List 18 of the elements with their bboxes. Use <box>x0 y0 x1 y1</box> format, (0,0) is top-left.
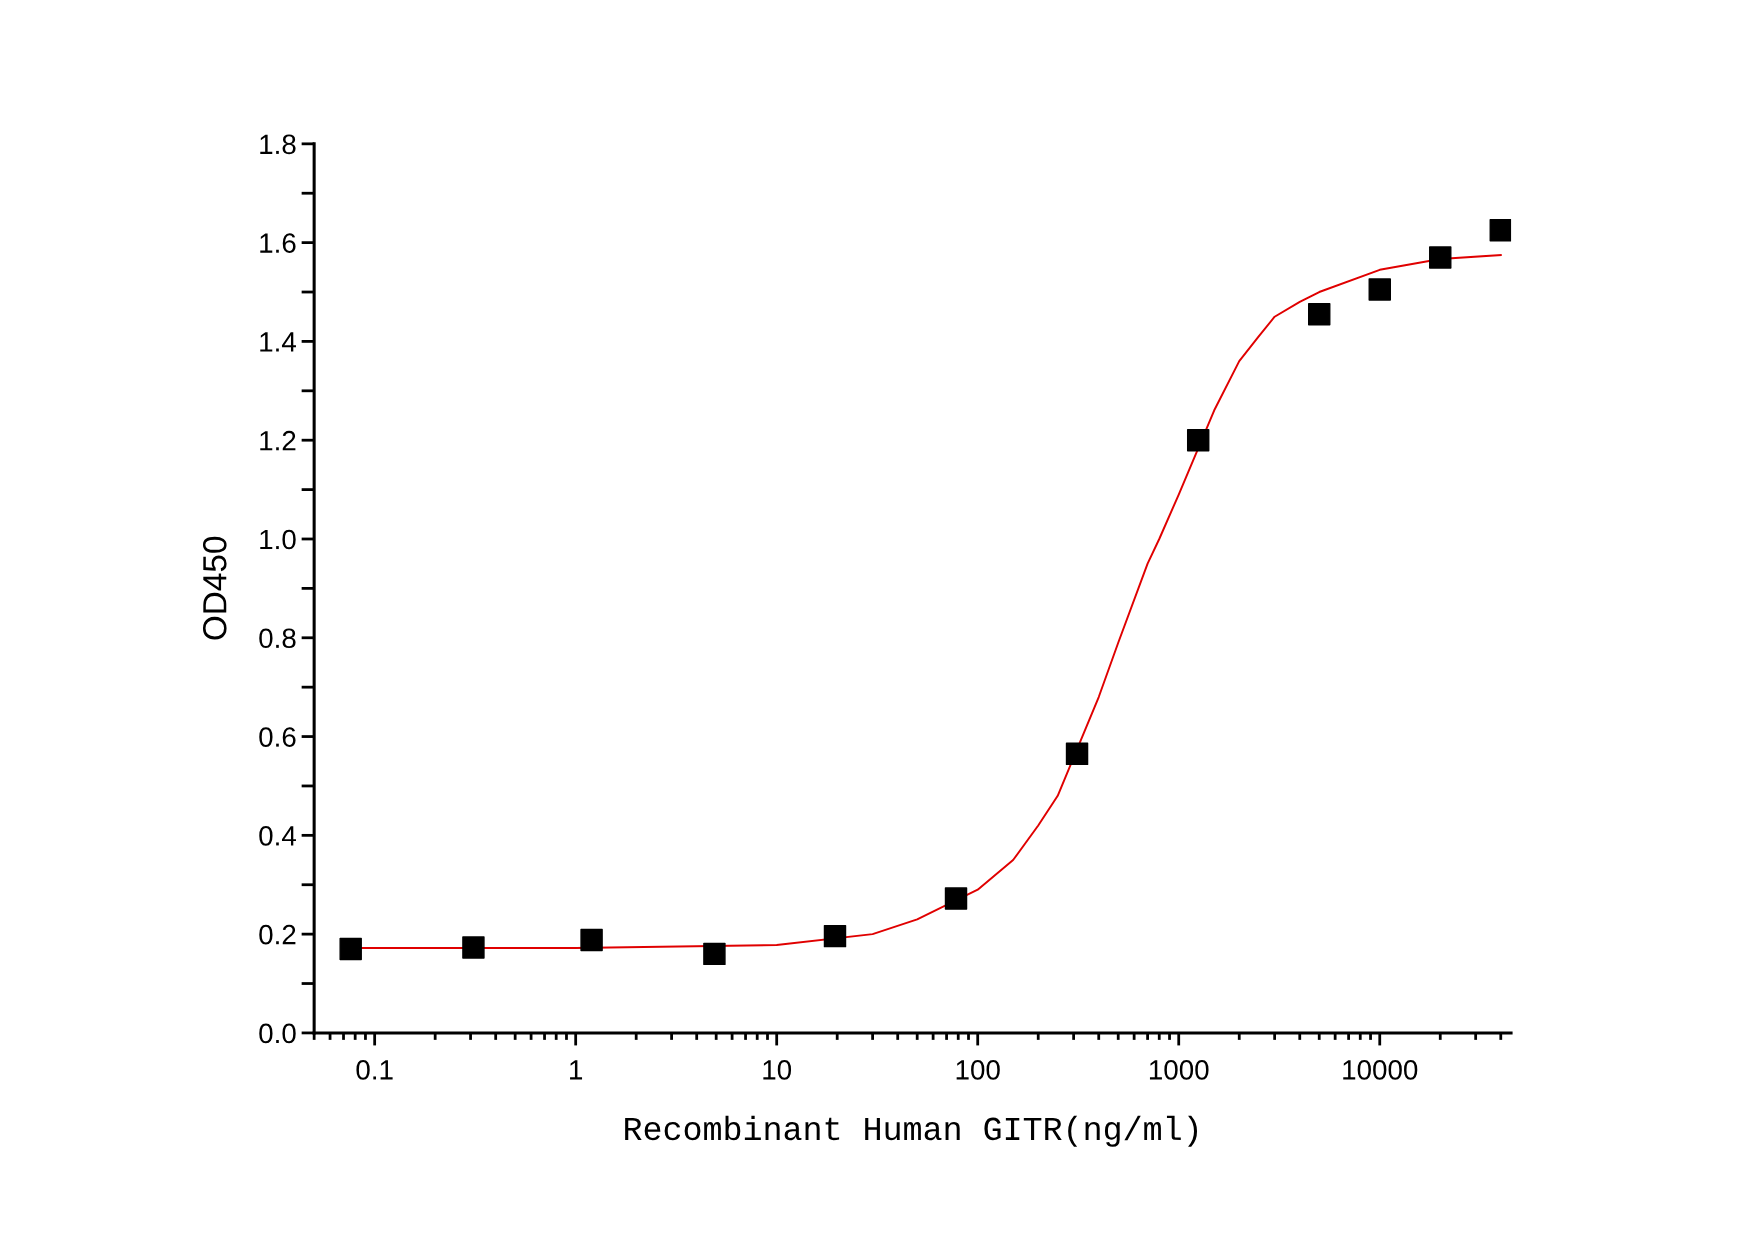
x-tick-label: 10 <box>763 1060 792 1080</box>
x-tick-label: 1 <box>570 1060 583 1080</box>
y-tick-label: 1.0 <box>260 529 296 550</box>
y-axis-title: OD450 <box>202 536 227 640</box>
y-tick-label: 1.6 <box>260 233 296 253</box>
x-tick-label: 100 <box>956 1060 1000 1080</box>
y-tick-label: 0.0 <box>259 1023 296 1044</box>
y-tick-label: 0.6 <box>259 727 296 747</box>
x-axis-title: Recombinant Human GITR(ng/ml) <box>625 1115 1198 1147</box>
y-tick-label: 1.2 <box>260 430 296 451</box>
y-tick-label: 0.4 <box>259 826 296 846</box>
x-tick-label: 1000 <box>1149 1060 1209 1080</box>
x-tick-label: 10000 <box>1343 1060 1418 1080</box>
y-tick-label: 0.2 <box>259 924 296 945</box>
y-tick-label: 0.8 <box>259 628 296 649</box>
x-tick-label: 0.1 <box>356 1060 393 1080</box>
y-tick-label: 1.4 <box>260 332 296 352</box>
y-tick-label: 1.8 <box>260 134 296 155</box>
